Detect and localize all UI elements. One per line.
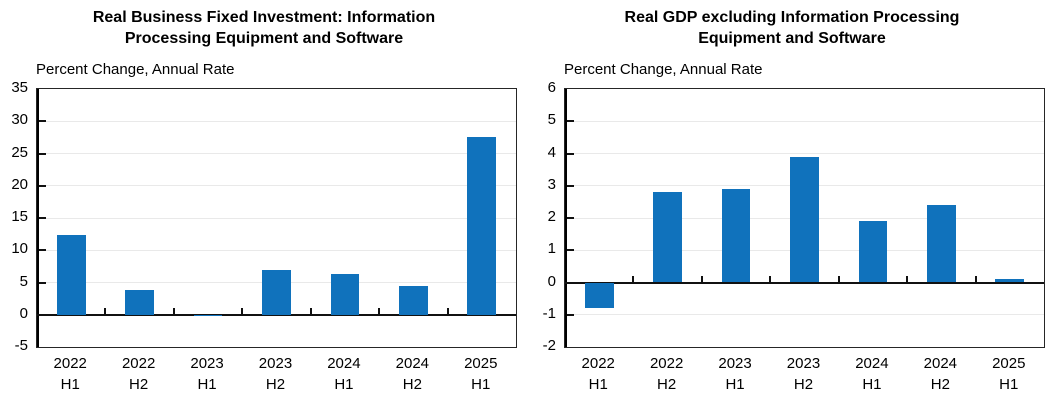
bar-2024-H1 [858,221,888,283]
gridline [37,217,516,219]
bar-2024-H1 [330,274,360,315]
bar-2025-H1 [995,279,1025,283]
x-category-label: 2024 H2 [395,355,430,393]
plot-area-investment [36,88,517,348]
x-category-label: 2024 H1 [855,355,889,393]
y-axis-tick [39,217,46,219]
zero-axis-line [37,313,516,316]
y-tick-label: 30 [11,111,28,129]
x-axis-tick [378,307,381,315]
x-category-label: 2022 H2 [649,355,684,393]
y-tick-label: 0 [19,304,28,322]
x-category-label: 2024 H1 [327,355,361,393]
y-axis-tick [39,184,46,187]
x-category-label: 2023 H2 [786,355,821,393]
x-axis-tick [769,275,772,283]
x-axis-tick [172,307,175,315]
y-tick-label: 2 [547,208,556,225]
x-category-label: 2022 H2 [121,355,156,393]
chart-subtitle-investment: Percent Change, Annual Rate [36,61,235,78]
x-category-label: 2022 H1 [53,355,87,393]
y-tick-label: 6 [547,79,556,96]
x-axis-tick [700,275,703,283]
gridline [37,120,516,122]
bar-2022-H2 [125,289,154,315]
bar-2024-H2 [926,205,956,283]
y-tick-label: 35 [11,79,28,96]
y-axis-tick [567,120,574,123]
x-axis-tick [446,307,449,315]
y-tick-label: 0 [547,272,556,290]
x-axis-tick [104,307,107,315]
y-tick-label: 5 [547,111,556,129]
y-axis-tick [39,281,46,284]
x-category-label: 2024 H2 [923,355,958,393]
x-axis-tick [632,275,635,283]
x-category-label: 2025 H1 [464,355,498,393]
chart-title-investment: Real Business Fixed Investment: Informat… [92,9,436,47]
y-axis-tick [567,217,574,219]
bar-2023-H1 [721,188,751,283]
zero-axis-line [565,281,1044,284]
y-tick-label: 5 [19,272,28,290]
gridline [37,249,516,251]
y-axis-tick [39,249,46,252]
x-axis-tick [906,275,909,283]
y-tick-label: 1 [547,240,556,258]
y-axis-tick [567,313,574,316]
x-axis-tick [974,275,977,283]
bar-2024-H2 [398,286,428,315]
gridline [565,314,1044,316]
bar-2023-H2 [262,270,291,315]
y-axis-line [37,89,39,347]
plot-area-gdp-excluding [564,88,1045,348]
bar-2022-H1 [584,282,614,309]
gridline [37,185,516,187]
y-tick-label: -2 [542,337,556,354]
y-axis-tick [567,184,574,187]
y-tick-label: -1 [542,304,556,322]
bar-2022-H2 [653,192,682,283]
y-tick-label: 20 [11,175,28,193]
chart-title-gdp-excluding: Real GDP excluding Information Processin… [624,9,960,47]
x-category-label: 2023 H1 [190,355,224,393]
x-category-label: 2023 H1 [718,355,752,393]
bar-2025-H1 [467,137,497,315]
chart-gdp-excluding: Real GDP excluding Information Processin… [528,0,1056,404]
chart-investment: Real Business Fixed Investment: Informat… [11,9,517,393]
x-axis-tick [309,307,312,315]
gridline [565,153,1044,154]
x-category-label: 2023 H2 [258,355,293,393]
y-axis-tick [39,120,46,123]
x-axis-tick [837,275,840,283]
y-axis-tick [39,152,46,155]
bar-2023-H1 [193,314,223,316]
y-tick-label: 3 [547,175,556,193]
y-tick-label: 10 [11,240,28,258]
y-axis-tick [567,249,574,252]
y-tick-label: -5 [14,337,28,354]
x-axis-tick [241,307,244,315]
bar-2022-H1 [56,234,86,315]
gridline [565,120,1044,122]
y-axis-tick [567,152,574,155]
x-category-label: 2025 H1 [992,355,1026,393]
y-tick-label: 15 [11,208,28,225]
y-axis-line [565,89,567,347]
x-category-label: 2022 H1 [581,355,615,393]
bar-2023-H2 [790,156,819,283]
y-tick-label: 4 [547,143,556,161]
gridline [37,153,516,154]
y-tick-label: 25 [11,143,28,161]
chart-subtitle-gdp-excluding: Percent Change, Annual Rate [564,61,763,78]
